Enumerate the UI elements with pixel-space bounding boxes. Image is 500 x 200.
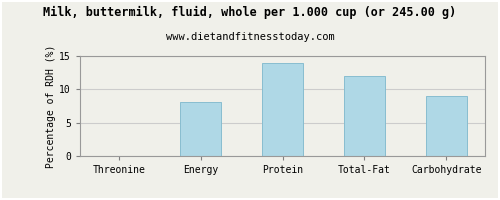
Bar	[426, 96, 467, 156]
Bar	[180, 102, 221, 156]
Y-axis label: Percentage of RDH (%): Percentage of RDH (%)	[46, 44, 56, 168]
Bar	[262, 63, 303, 156]
Bar	[344, 76, 385, 156]
Text: www.dietandfitnesstoday.com: www.dietandfitnesstoday.com	[166, 32, 334, 42]
Text: Milk, buttermilk, fluid, whole per 1.000 cup (or 245.00 g): Milk, buttermilk, fluid, whole per 1.000…	[44, 6, 457, 19]
